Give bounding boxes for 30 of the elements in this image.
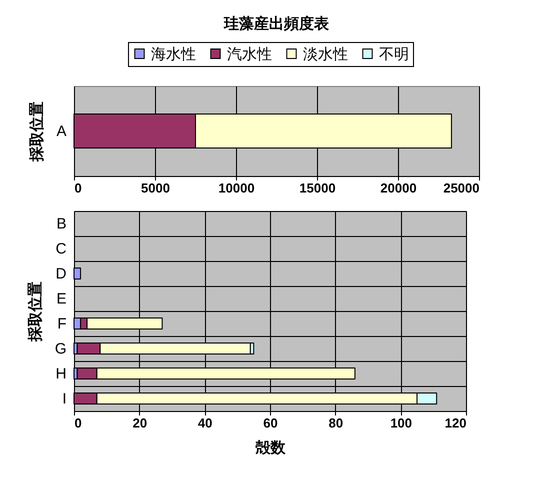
x-tick-label: 60	[263, 416, 278, 430]
x-tick-label: 15000	[299, 180, 336, 196]
chart-title: 珪藻産出頻度表	[223, 14, 330, 32]
legend-label: 淡水性	[303, 46, 348, 63]
x-tick-label: 0	[74, 180, 82, 196]
y-tick-label: G	[54, 340, 66, 358]
y-tick-label: D	[56, 266, 67, 282]
y-tick-label: B	[56, 216, 66, 232]
y-tick-label: C	[56, 240, 67, 258]
x-axis-title: 殻数	[254, 440, 286, 456]
legend-label: 不明	[379, 46, 409, 63]
y-axis-title: 採取位置	[28, 102, 46, 162]
legend-label: 汽水性	[227, 46, 272, 63]
x-tick-label: 25000	[443, 180, 480, 196]
x-tick-label: 20	[132, 416, 148, 430]
x-tick-label: 40	[198, 416, 212, 430]
x-tick-label: 100	[390, 416, 412, 430]
x-tick-label: 5000	[141, 180, 170, 196]
y-tick-label: I	[62, 390, 66, 408]
x-tick-label: 120	[444, 416, 466, 430]
y-axis-title: 採取位置	[26, 282, 44, 342]
legend-label: 海水性	[151, 46, 196, 63]
y-tick-label: E	[56, 290, 66, 308]
x-tick-label: 10000	[218, 180, 255, 196]
x-tick-label: 0	[74, 416, 82, 430]
y-tick-label: F	[57, 316, 66, 332]
y-tick-label: A	[56, 123, 66, 140]
y-tick-label: H	[56, 366, 66, 382]
x-tick-label: 80	[328, 416, 344, 430]
x-tick-label: 20000	[380, 180, 417, 196]
